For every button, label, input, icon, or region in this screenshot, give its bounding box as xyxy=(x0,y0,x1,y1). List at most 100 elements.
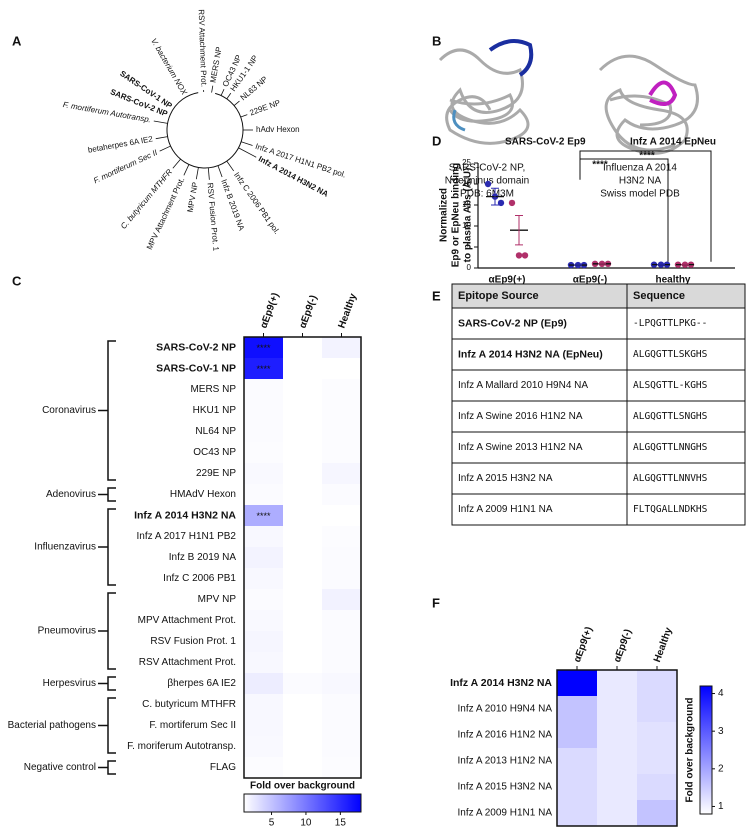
heatmap-cell xyxy=(322,463,361,484)
panel-label: C xyxy=(12,273,22,288)
group-label: Bacterial pathogens xyxy=(8,720,96,731)
group-bracket xyxy=(108,341,116,480)
heatmap-cell xyxy=(322,484,361,505)
row-label: Infz A 2014 H3N2 NA xyxy=(450,677,552,689)
group-bracket xyxy=(108,677,116,690)
heatmap-cell xyxy=(283,379,322,400)
row-label: RSV Attachment Prot. xyxy=(139,657,236,668)
tree-branch xyxy=(241,142,252,146)
column-label: Healthy xyxy=(652,626,675,664)
row-label: MERS NP xyxy=(190,384,236,395)
tree-leaf-label: hAdv Hexon xyxy=(256,125,300,134)
colorbar-title: Fold over background xyxy=(250,781,355,792)
group-label: Coronavirus xyxy=(42,405,96,416)
tree-branch xyxy=(241,115,248,117)
epitope-source: Infz A 2014 H3N2 NA (EpNeu) xyxy=(458,348,603,360)
heatmap-cell xyxy=(283,715,322,736)
tree-branch xyxy=(196,167,198,179)
tree-branch xyxy=(221,89,224,95)
epitope-sequence: FLTQGALLNDKHS xyxy=(633,504,708,515)
heatmap-cell xyxy=(244,379,283,400)
heatmap-cell xyxy=(322,736,361,757)
legend-entry: SARS-CoV-2 Ep9 xyxy=(505,137,586,148)
colorbar xyxy=(700,686,712,814)
data-point xyxy=(516,252,522,258)
table-header: Epitope Source xyxy=(458,290,539,302)
heatmap-cell xyxy=(322,715,361,736)
colorbar-tick-label: 1 xyxy=(718,801,724,812)
epitope-sequence: -LPQGTTLPKG-- xyxy=(633,318,707,329)
heatmap-cell xyxy=(244,694,283,715)
tree-branch xyxy=(208,168,209,180)
heatmap-cell xyxy=(283,757,322,778)
table-header: Sequence xyxy=(633,290,685,302)
epitope-source: Infz A 2009 H1N1 NA xyxy=(458,504,553,515)
tree-branch xyxy=(156,137,168,139)
heatmap-cell xyxy=(283,421,322,442)
legend-entry: Infz A 2014 EpNeu xyxy=(630,137,716,148)
column-label: Healthy xyxy=(336,292,359,330)
panel-label: B xyxy=(432,33,441,48)
tree-leaf-label: RSV Fusion Prot. 1 xyxy=(206,182,221,252)
heatmap-cell xyxy=(244,442,283,463)
group-label: Herpesvirus xyxy=(43,678,96,689)
data-point xyxy=(485,181,491,187)
tree-arc xyxy=(167,93,243,168)
heatmap-cell xyxy=(637,748,677,774)
heatmap-cell xyxy=(557,670,597,696)
heatmap-cell xyxy=(322,610,361,631)
row-label: SARS-CoV-1 NP xyxy=(156,362,236,374)
tree-leaf-label: RSV Attachment Prot. xyxy=(197,9,209,87)
colorbar-tick-label: 2 xyxy=(718,763,724,774)
heatmap-cell xyxy=(283,400,322,421)
column-label: αEp9(+) xyxy=(258,291,281,330)
significance-bracket xyxy=(580,159,668,262)
tree-branch xyxy=(212,86,213,93)
group-bracket xyxy=(108,593,116,669)
heatmap-cell xyxy=(244,400,283,421)
heatmap-cell xyxy=(322,547,361,568)
data-point xyxy=(509,200,515,206)
column-label: αEp9(-) xyxy=(612,628,634,664)
heatmap-cell xyxy=(322,400,361,421)
heatmap-cell xyxy=(322,358,361,379)
heatmap-cell xyxy=(244,484,283,505)
heatmap-cell xyxy=(597,670,637,696)
heatmap-cell xyxy=(283,610,322,631)
group-label: Pneumovirus xyxy=(38,626,96,637)
group-label: Adenovirus xyxy=(46,489,96,500)
epitope-source: SARS-CoV-2 NP (Ep9) xyxy=(458,317,567,329)
heatmap-cell xyxy=(322,589,361,610)
epitope-source: Infz A Swine 2013 H1N2 NA xyxy=(458,442,583,453)
heatmap-cell xyxy=(244,610,283,631)
heatmap-cell xyxy=(244,715,283,736)
cell-label: **** xyxy=(256,511,271,521)
panel-label: D xyxy=(432,133,441,148)
heatmap-cell xyxy=(322,526,361,547)
significance-label: **** xyxy=(592,160,608,171)
colorbar-tick-label: 5 xyxy=(269,818,275,829)
group-bracket xyxy=(108,488,116,501)
heatmap-cell xyxy=(283,526,322,547)
heatmap-cell xyxy=(557,722,597,748)
row-label: Infz A 2014 H3N2 NA xyxy=(134,509,236,521)
tree-leaf-label: 229E NP xyxy=(248,98,281,117)
row-label: Infz A 2017 H1N1 PB2 xyxy=(136,531,236,542)
tree-leaf-label: MPV NP xyxy=(186,181,200,213)
heatmap-cell xyxy=(557,800,597,826)
heatmap-cell xyxy=(283,736,322,757)
colorbar-tick-label: 3 xyxy=(718,726,724,737)
y-axis-label: Ep9 or EpNeu binding xyxy=(451,163,462,267)
heatmap-cell xyxy=(322,673,361,694)
tree-branch xyxy=(154,121,168,123)
heatmap-cell xyxy=(322,631,361,652)
row-label: Infz C 2006 PB1 xyxy=(163,573,236,584)
y-tick-label: 0 xyxy=(467,263,472,272)
row-label: βherpes 6A IE2 xyxy=(167,678,236,689)
heatmap-cell xyxy=(283,484,322,505)
row-label: F. mortiferum Sec II xyxy=(149,720,236,731)
heatmap-cell xyxy=(283,568,322,589)
y-axis-label: Normalized xyxy=(439,188,450,242)
heatmap-cell xyxy=(322,505,361,526)
column-label: αEp9(-) xyxy=(297,294,319,330)
